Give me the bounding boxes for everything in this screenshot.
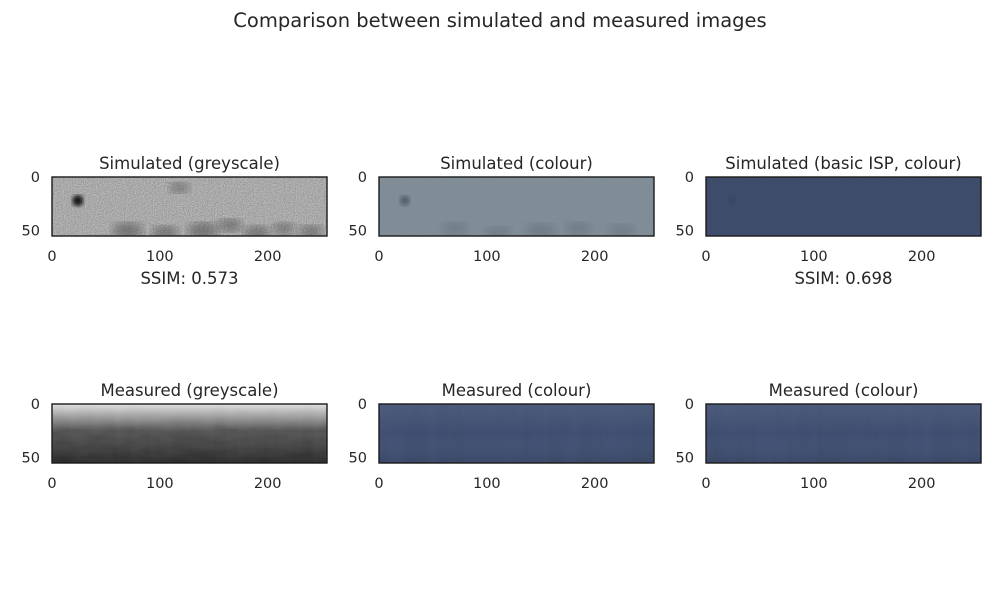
panel-1: Simulated (colour) 0 50 0 100 200 (349, 154, 655, 265)
x-tick-label: 100 (473, 249, 501, 265)
panel-5: Measured (colour) 0 50 0 100 200 (676, 381, 982, 492)
x-tick-label: 200 (908, 476, 936, 492)
x-tick-label: 200 (581, 476, 609, 492)
image-dark-spot (72, 195, 84, 207)
image-heatmap (706, 404, 981, 463)
x-tick-label: 100 (146, 476, 174, 492)
axes-frame (51, 403, 328, 464)
x-tick-label: 200 (254, 249, 282, 265)
x-tick-label: 0 (374, 476, 383, 492)
axes-frame (705, 176, 982, 237)
image-heatmap (379, 404, 654, 463)
y-tick-label: 0 (31, 397, 40, 413)
x-tick-label: 0 (374, 249, 383, 265)
panel-2: Simulated (basic ISP, colour) 0 50 0 100 200 S… (676, 154, 982, 288)
x-tick-label: 200 (581, 249, 609, 265)
image-heatmap (706, 177, 981, 236)
ssim-label: SSIM: 0.698 (794, 269, 892, 288)
y-tick-label: 50 (22, 451, 40, 467)
image-dark-region (565, 222, 592, 235)
x-tick-label: 100 (473, 476, 501, 492)
image-dark-region (484, 226, 511, 236)
image-dark-region (441, 222, 468, 235)
figure-title: Comparison between simulated and measure… (233, 9, 766, 32)
x-tick-label: 200 (254, 476, 282, 492)
y-tick-label: 50 (349, 451, 367, 467)
image-dark-region (169, 182, 190, 193)
ssim-label: SSIM: 0.573 (140, 269, 238, 288)
y-tick-label: 0 (31, 170, 40, 186)
image-dark-region (608, 224, 635, 236)
image-dark-region (152, 226, 179, 236)
y-tick-label: 50 (676, 224, 694, 240)
image-heatmap (52, 177, 327, 236)
panel-0: Simulated (greyscale) 0 50 0 100 200 SSIM: 0.5… (22, 154, 328, 288)
image-dark-region (272, 222, 295, 234)
panel-title: Simulated (basic ISP, colour) (725, 154, 961, 173)
axes-frame (51, 176, 328, 237)
x-tick-label: 0 (47, 476, 56, 492)
x-tick-label: 200 (908, 249, 936, 265)
image-dark-region (187, 222, 219, 236)
image-heatmap (379, 177, 654, 236)
y-tick-label: 50 (349, 224, 367, 240)
image-dark-region (217, 219, 243, 232)
image-dark-spot (727, 196, 736, 205)
y-tick-label: 0 (358, 170, 367, 186)
y-tick-label: 0 (685, 397, 694, 413)
image-dark-region (243, 226, 271, 236)
image-dark-region (298, 225, 323, 236)
y-tick-label: 0 (358, 397, 367, 413)
image-dark-spot (399, 195, 410, 206)
axes-frame (378, 403, 655, 464)
panel-title: Simulated (greyscale) (99, 154, 280, 173)
x-tick-label: 0 (701, 249, 710, 265)
image-top-glow (379, 404, 654, 463)
x-tick-label: 0 (47, 249, 56, 265)
panel-title: Measured (colour) (442, 381, 592, 400)
image-top-glow (706, 404, 981, 463)
panel-3: Measured (greyscale) 0 50 0 100 200 (22, 381, 328, 492)
y-tick-label: 50 (22, 224, 40, 240)
panel-title: Measured (greyscale) (100, 381, 278, 400)
x-tick-label: 100 (146, 249, 174, 265)
panel-title: Simulated (colour) (440, 154, 593, 173)
y-tick-label: 0 (685, 170, 694, 186)
image-top-glow (52, 404, 327, 463)
x-tick-label: 100 (800, 476, 828, 492)
image-dark-region (525, 223, 557, 236)
axes-frame (705, 403, 982, 464)
image-noise (379, 177, 654, 236)
x-tick-label: 100 (800, 249, 828, 265)
image-heatmap (52, 404, 327, 463)
axes-frame (378, 176, 655, 237)
panel-4: Measured (colour) 0 50 0 100 200 (349, 381, 655, 492)
image-dark-region (112, 222, 143, 236)
x-tick-label: 0 (701, 476, 710, 492)
panel-title: Measured (colour) (769, 381, 919, 400)
image-noise (706, 177, 981, 236)
y-tick-label: 50 (676, 451, 694, 467)
